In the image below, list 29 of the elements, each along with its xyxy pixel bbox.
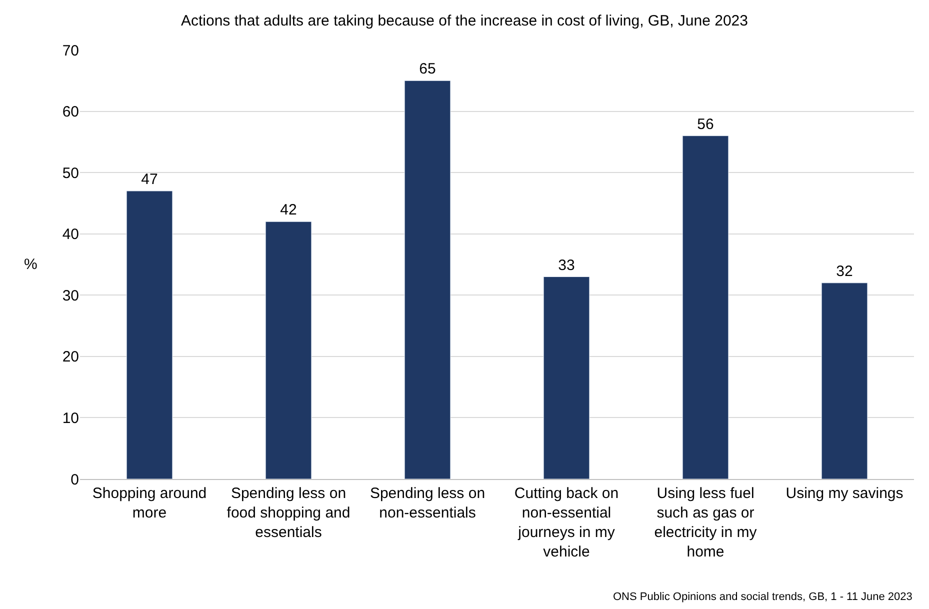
y-tick-label: 60 xyxy=(62,104,79,121)
bar xyxy=(821,282,868,479)
text: ONS Public Opinions and social trends, GB, 1 - 11 June 2023 xyxy=(613,591,912,603)
data-label: 32 xyxy=(836,262,853,280)
x-tick-label: Shopping around more xyxy=(92,485,207,522)
bar xyxy=(543,276,590,479)
bar xyxy=(682,136,729,479)
y-tick-label: 10 xyxy=(62,410,79,427)
y-tick-label: 70 xyxy=(62,42,79,60)
data-label: 65 xyxy=(419,60,436,78)
y-tick-label: 0 xyxy=(70,471,79,488)
y-tick-label: 20 xyxy=(62,348,79,366)
data-label: 47 xyxy=(141,170,158,188)
y-axis-title: % xyxy=(24,256,38,273)
data-label: 56 xyxy=(697,116,714,133)
bar xyxy=(404,80,451,479)
y-tick-label: 40 xyxy=(62,226,79,244)
bar xyxy=(265,221,312,479)
y-tick-label: 30 xyxy=(62,287,79,304)
chart-title: Actions that adults are taking because of the increase in cost of living, GB, June 2023 xyxy=(180,12,748,30)
x-tick-label: Spending less on non-essentials xyxy=(370,485,486,522)
x-tick-label: Cutting back on non-essential journeys in my vehicle xyxy=(514,485,619,560)
bar xyxy=(126,190,173,479)
x-tick-label: Using my savings xyxy=(786,485,904,502)
y-tick-label: 50 xyxy=(62,164,79,182)
data-label: 42 xyxy=(280,202,297,219)
x-tick-label: Using less fuel such as gas or electricity in my home xyxy=(654,485,758,560)
x-tick-label: Spending less on food shopping and essentials xyxy=(226,485,350,541)
data-label: 33 xyxy=(558,256,575,274)
